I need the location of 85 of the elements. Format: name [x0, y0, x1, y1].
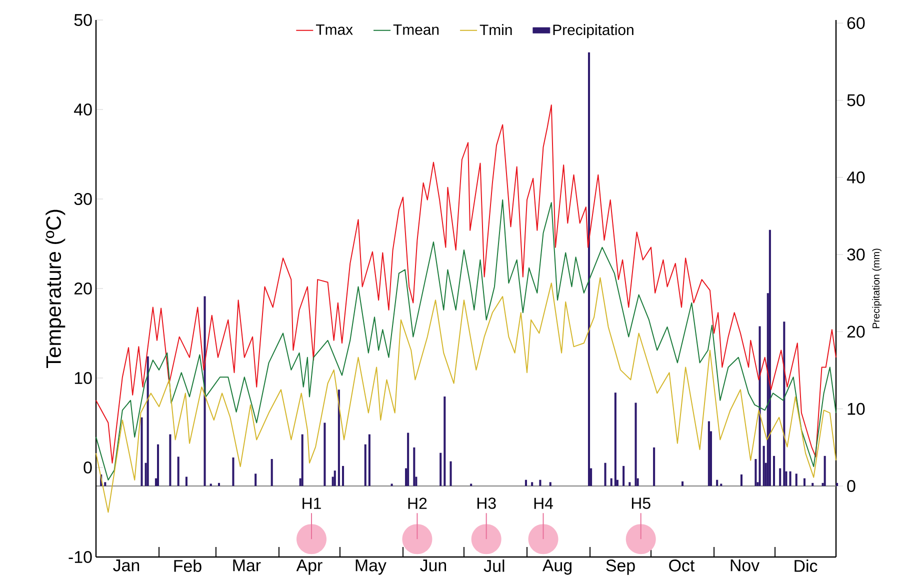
bar [604, 462, 606, 486]
bar [772, 456, 776, 486]
annotation: H5 [632, 498, 650, 509]
x-tick-label: Dic [794, 560, 818, 572]
bar [682, 481, 684, 486]
bar [539, 480, 542, 486]
bar [444, 396, 446, 486]
x-tick-label: Apr [296, 560, 322, 575]
bar [342, 466, 344, 486]
y2-tick-label: 0 [847, 480, 856, 492]
bar [653, 447, 656, 486]
bar [622, 466, 625, 486]
bar [232, 457, 234, 486]
bar [413, 447, 416, 486]
bar [588, 52, 590, 486]
y-tick-label: 40 [74, 104, 92, 116]
bar [634, 402, 637, 486]
bar [768, 230, 771, 486]
bar [803, 478, 806, 486]
bar [218, 482, 220, 486]
x-tick-label: Oct [669, 560, 695, 572]
y2-tick-label: 60 [847, 17, 865, 30]
bar [824, 456, 826, 486]
y-tick-label: 10 [74, 372, 92, 384]
bar [779, 468, 782, 486]
bar [783, 322, 786, 486]
bar [338, 390, 340, 486]
y-tick-label: 50 [74, 14, 92, 26]
y2-tick-label: 40 [846, 171, 865, 184]
bar [740, 474, 742, 486]
bar [450, 461, 452, 486]
bar [368, 434, 370, 486]
bar [524, 480, 527, 486]
y2-tick-label: 30 [847, 248, 865, 261]
bar [614, 392, 616, 486]
bar [812, 482, 814, 486]
bar [390, 484, 393, 486]
bar [470, 484, 472, 486]
bar [254, 474, 257, 486]
bar [440, 452, 442, 486]
legend-label: Tmean [393, 24, 439, 35]
bar [270, 459, 273, 486]
bar [301, 434, 304, 486]
x-tick-label: Nov [730, 560, 760, 572]
x-tick-label: Aug [542, 560, 572, 575]
x-tick-label: Feb [174, 560, 202, 572]
y2-tick-label: 10 [848, 402, 865, 415]
annotation: H4 [534, 498, 553, 509]
y2-axis-title: Precipitation (mm) [872, 248, 882, 328]
annotation: H2 [408, 498, 427, 509]
x-tick-label: Mar [233, 560, 261, 572]
y2-tick-label: 20 [847, 326, 865, 338]
bar [628, 482, 631, 486]
annotation: H1 [302, 498, 321, 509]
bar [610, 478, 612, 486]
bar [758, 326, 761, 486]
y-tick-label: 20 [74, 282, 92, 294]
bar [789, 471, 792, 486]
legend-label: Tmin [480, 24, 512, 36]
y-tick-label: -10 [68, 551, 92, 563]
y-axis-title: Temperature (ºC) [46, 210, 66, 368]
bar [549, 482, 552, 486]
bar [334, 470, 336, 486]
bar [531, 482, 534, 486]
bar [407, 432, 410, 486]
annotation: H3 [477, 498, 496, 509]
bar [720, 484, 722, 486]
bar [364, 444, 366, 486]
y-tick-label: 30 [74, 193, 92, 205]
legend-label: Tmax [316, 24, 353, 35]
bar [716, 480, 718, 486]
y2-tick-label: 50 [847, 94, 865, 106]
x-tick-label: May [356, 560, 386, 575]
bar [754, 459, 757, 486]
bar [324, 422, 326, 486]
y-tick-label: 0 [84, 462, 92, 474]
x-tick-label: Jun [420, 560, 446, 572]
x-tick-label: Jan [113, 560, 140, 572]
x-tick-label: Jul [484, 560, 504, 572]
bar [795, 474, 798, 486]
bar [708, 421, 710, 486]
x-tick-label: Sep [606, 560, 635, 575]
legend-label: Precipitation [553, 24, 634, 38]
bar [836, 482, 838, 486]
bar [762, 446, 765, 486]
